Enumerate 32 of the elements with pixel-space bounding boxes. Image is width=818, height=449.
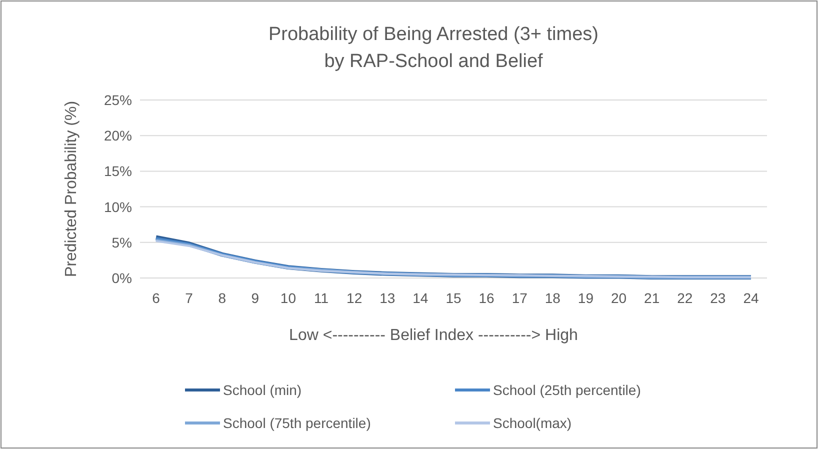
x-tick-label: 7 — [185, 290, 194, 306]
legend-label: School (min) — [223, 382, 302, 398]
chart-title: Probability of Being Arrested (3+ times) by RAP-School and Belief — [268, 24, 599, 72]
x-tick-label: 10 — [280, 290, 296, 306]
x-tick-label: 18 — [544, 290, 561, 306]
x-tick-label: 24 — [743, 290, 759, 306]
x-tick-label: 13 — [380, 290, 396, 306]
legend-label: School(max) — [493, 415, 572, 431]
x-tick-label: 6 — [152, 290, 160, 306]
x-tick-label: 17 — [512, 290, 528, 306]
x-tick-label: 15 — [446, 290, 462, 306]
legend-label: School (25th percentile) — [493, 382, 641, 398]
legend-label: School (75th percentile) — [223, 415, 371, 431]
x-tick-label: 16 — [478, 290, 495, 306]
y-tick-label: 20% — [104, 128, 132, 144]
x-tick-label: 21 — [644, 290, 660, 306]
y-tick-label: 5% — [112, 234, 132, 250]
x-tick-label: 12 — [346, 290, 362, 306]
y-tick-label: 10% — [104, 198, 132, 215]
x-tick-label: 20 — [610, 290, 627, 306]
x-tick-label: 23 — [710, 290, 726, 306]
x-tick-label: 22 — [677, 290, 693, 306]
x-tick-label: 9 — [251, 290, 260, 306]
x-tick-label: 11 — [314, 290, 329, 306]
x-tick-label: 14 — [412, 290, 428, 306]
x-tick-label: 19 — [578, 290, 594, 306]
y-tick-label: 25% — [104, 92, 132, 108]
x-tick-label: 8 — [218, 290, 226, 306]
x-axis-title: Low <---------- Belief Index ----------> High — [289, 327, 578, 344]
y-axis-title: Predicted Probability (%) — [63, 100, 80, 278]
y-tick-label: 15% — [104, 163, 132, 180]
y-tick-label: 0% — [112, 270, 132, 286]
